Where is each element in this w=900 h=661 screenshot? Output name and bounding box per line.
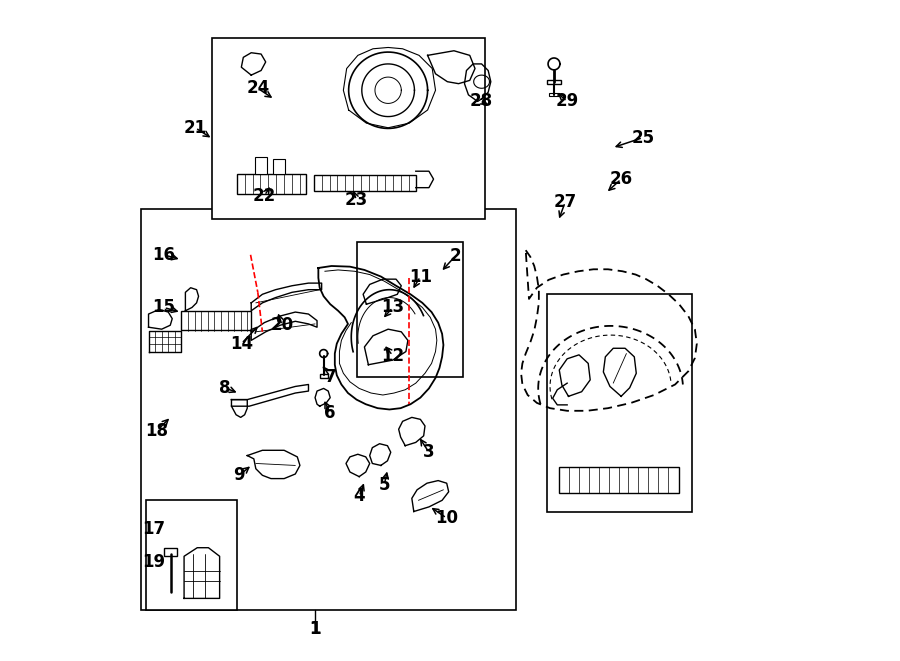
Bar (212, 38, 485, 219)
Text: 15: 15 (152, 299, 176, 317)
Text: 9: 9 (234, 466, 245, 485)
Bar (320, 374, 328, 378)
Text: 17: 17 (142, 520, 166, 538)
Text: 1: 1 (310, 619, 320, 638)
Text: 16: 16 (152, 246, 176, 264)
Text: 8: 8 (219, 379, 230, 397)
Text: 26: 26 (609, 170, 633, 188)
Text: 3: 3 (423, 444, 435, 461)
Text: 20: 20 (271, 316, 293, 334)
Bar (273, 159, 284, 174)
Text: 25: 25 (631, 129, 654, 147)
Bar (146, 500, 237, 610)
Text: 1: 1 (310, 619, 320, 638)
Text: 14: 14 (230, 334, 253, 353)
Bar (165, 548, 177, 556)
Text: 7: 7 (324, 368, 336, 385)
Text: 6: 6 (325, 404, 336, 422)
Text: 4: 4 (354, 487, 365, 506)
Text: 19: 19 (142, 553, 166, 571)
Text: 21: 21 (184, 119, 207, 137)
Bar (256, 157, 267, 174)
Text: 18: 18 (146, 422, 168, 440)
Text: 22: 22 (253, 186, 276, 204)
Text: 2: 2 (449, 247, 461, 265)
Text: 5: 5 (378, 476, 390, 494)
Text: 24: 24 (247, 79, 269, 97)
Text: 27: 27 (554, 193, 577, 211)
Text: 28: 28 (470, 93, 493, 110)
Bar (356, 242, 464, 377)
Bar (314, 175, 416, 191)
Bar (559, 467, 680, 493)
Text: 12: 12 (382, 346, 404, 364)
Bar (547, 294, 692, 512)
Bar (182, 311, 251, 330)
Text: 11: 11 (409, 268, 432, 286)
Text: 23: 23 (345, 191, 368, 209)
Text: 13: 13 (382, 299, 404, 317)
Bar (237, 174, 306, 194)
Bar (547, 81, 561, 85)
Bar (549, 93, 559, 96)
Text: 29: 29 (555, 93, 579, 110)
Bar (140, 209, 516, 610)
Text: 10: 10 (436, 509, 458, 527)
